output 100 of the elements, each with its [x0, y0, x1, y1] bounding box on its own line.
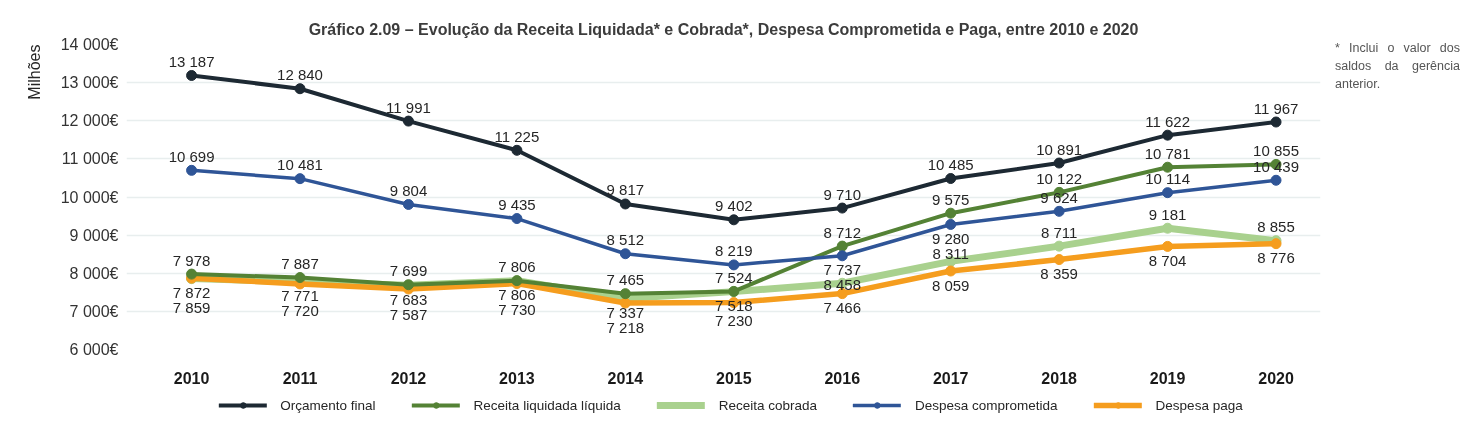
- data-label: 7 771: [281, 287, 319, 305]
- y-tick-label: 12 000€: [60, 112, 119, 130]
- data-label: 11 967: [1253, 99, 1299, 117]
- data-label: 7 466: [823, 299, 862, 317]
- point: [619, 297, 631, 309]
- data-label: 8 855: [1257, 218, 1295, 236]
- point: [836, 202, 848, 214]
- x-tick-label: 2020: [1258, 369, 1294, 387]
- point: [945, 218, 957, 230]
- y-tick-label: 6 000€: [69, 341, 119, 358]
- data-label: 8 776: [1257, 249, 1295, 267]
- y-tick-label: 13 000€: [60, 74, 119, 92]
- data-label: 11 225: [494, 127, 540, 145]
- data-label: 9 575: [931, 190, 970, 208]
- data-label: 7 465: [606, 271, 645, 289]
- point: [294, 272, 306, 284]
- point: [1270, 116, 1282, 128]
- chart-title: Gráfico 2.09 – Evolução da Receita Liquidada* e Cobrada*, Despesa Comprometida e Paga, entre 2010 e 2020: [308, 20, 1139, 38]
- data-label: 8 512: [606, 231, 645, 249]
- point: [1053, 254, 1065, 266]
- y-tick-label: 11 000€: [61, 150, 119, 168]
- point: [836, 250, 848, 262]
- data-label: 7 524: [715, 268, 753, 286]
- point: [1162, 161, 1174, 173]
- data-label: 10 891: [1036, 140, 1083, 158]
- legend-label: Despesa comprometida: [915, 397, 1058, 413]
- point: [186, 70, 198, 81]
- point: [1162, 240, 1174, 252]
- data-label: 10 122: [1036, 169, 1083, 187]
- data-label: 7 218: [606, 319, 645, 337]
- point: [1270, 174, 1282, 186]
- data-label: 9 710: [823, 185, 862, 203]
- point: [945, 173, 957, 184]
- data-label: 7 230: [715, 312, 753, 330]
- y-axis-title: Milhões: [25, 44, 43, 100]
- point: [945, 207, 957, 219]
- x-tick-label: 2010: [173, 369, 210, 387]
- legend-label: Receita liquidada líquida: [473, 397, 621, 413]
- x-tick-label: 2011: [282, 369, 318, 387]
- legend-label: Orçamento final: [280, 397, 376, 413]
- y-tick-label: 8 000€: [69, 264, 119, 282]
- point: [1162, 129, 1174, 141]
- point: [511, 213, 523, 225]
- point: [511, 144, 523, 156]
- y-tick-label: 10 000€: [60, 188, 119, 206]
- data-label: 10 855: [1253, 141, 1299, 159]
- data-label: 8 711: [1040, 223, 1078, 241]
- point: [294, 83, 306, 95]
- point: [1053, 205, 1065, 217]
- y-tick-label: 14 000€: [60, 36, 119, 53]
- data-label: 11 622: [1145, 112, 1190, 130]
- legend-label: Receita cobrada: [718, 397, 818, 413]
- data-label: 7 978: [172, 251, 211, 269]
- data-label: 9 817: [606, 181, 645, 199]
- data-label: 9 181: [1148, 205, 1187, 223]
- point: [1162, 222, 1174, 234]
- data-label: 7 699: [389, 262, 428, 280]
- data-label: 7 683: [389, 290, 428, 308]
- text: * Inclui o valor dos saldos da gerência anterior.: [1335, 40, 1460, 94]
- data-label: 10 781: [1144, 144, 1191, 162]
- data-label: 12 840: [277, 66, 323, 84]
- data-label: 7 806: [498, 286, 536, 304]
- point: [728, 259, 740, 271]
- point: [186, 164, 198, 176]
- point: [945, 265, 957, 277]
- data-label: 10 699: [168, 147, 215, 165]
- point: [728, 214, 740, 226]
- x-tick-label: 2015: [716, 369, 752, 387]
- data-label: 8 059: [931, 276, 970, 294]
- point: [402, 115, 414, 127]
- data-label: 9 402: [715, 197, 753, 215]
- point: [619, 288, 631, 300]
- x-tick-label: 2019: [1149, 369, 1186, 387]
- data-label: 7 737: [823, 260, 862, 278]
- data-label: 7 587: [389, 305, 428, 323]
- point: [836, 240, 848, 252]
- point: [402, 198, 414, 210]
- data-label: 7 730: [498, 301, 536, 319]
- data-label: 7 337: [606, 304, 645, 322]
- point: [1053, 157, 1065, 169]
- x-tick-label: 2017: [932, 369, 969, 387]
- data-label: 7 887: [281, 255, 319, 273]
- data-label: 8 712: [823, 223, 862, 241]
- point: [294, 173, 306, 185]
- x-tick-label: 2016: [824, 369, 861, 387]
- data-label: 13 187: [168, 53, 215, 70]
- data-label: 10 481: [277, 156, 323, 174]
- data-label: 8 219: [715, 242, 753, 260]
- y-tick-label: 7 000€: [69, 302, 119, 320]
- data-label: 11 991: [386, 98, 431, 116]
- point: [619, 198, 631, 210]
- point: [619, 248, 631, 260]
- data-label: 7 720: [281, 302, 319, 320]
- data-label: 10 485: [927, 156, 974, 174]
- legend-label: Despesa paga: [1155, 397, 1243, 413]
- data-label: 8 704: [1148, 251, 1187, 269]
- data-label: 9 804: [389, 181, 428, 199]
- data-label: 8 311: [932, 244, 969, 262]
- y-tick-label: 9 000€: [69, 226, 119, 244]
- x-tick-label: 2012: [390, 369, 427, 387]
